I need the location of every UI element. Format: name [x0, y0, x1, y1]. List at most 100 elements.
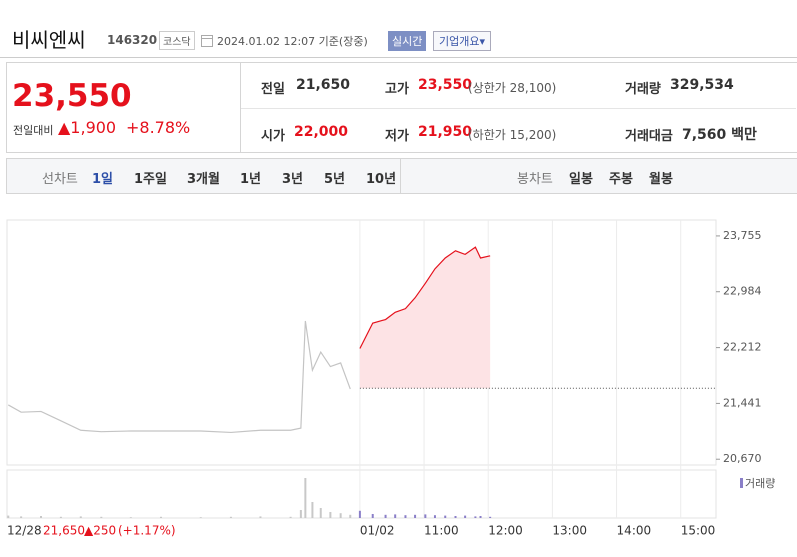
volume-bar	[59, 516, 62, 518]
volume-bar	[474, 516, 477, 518]
price-area	[359, 247, 491, 389]
stat-value: 7,560 백만	[682, 127, 757, 143]
stat-label: 시가	[261, 129, 285, 144]
stat-value: 21,650	[296, 77, 351, 93]
volume-bar	[199, 517, 202, 518]
volume-bar	[358, 510, 361, 518]
volume-bar	[319, 508, 322, 518]
x-tick-label: 01/02	[360, 524, 395, 538]
prev-price: 21,650	[43, 524, 85, 538]
stat-label: 거래대금	[625, 129, 673, 144]
stat-value: 23,550	[418, 77, 473, 93]
volume-bar	[7, 515, 10, 518]
volume-bar	[444, 515, 447, 518]
stock-code: 146320	[107, 33, 158, 47]
tab[interactable]: 3년	[282, 172, 304, 187]
stat-label: 전일	[261, 82, 285, 97]
price-line	[359, 246, 491, 349]
tab[interactable]: 주봉	[609, 172, 633, 187]
tab[interactable]: 일봉	[569, 172, 593, 187]
x-tick-label: 12:00	[488, 524, 523, 538]
change: ▲1,900	[58, 118, 117, 137]
volume-bar	[129, 517, 132, 518]
volume-bar	[259, 516, 262, 518]
stat-value: 21,950	[418, 124, 473, 140]
quote-box	[6, 62, 797, 153]
volume-bar	[464, 515, 467, 518]
volume-bar	[20, 516, 23, 518]
volume-bar	[454, 516, 457, 518]
stock-name: 비씨엔씨	[12, 28, 86, 52]
y-tick-label: 22,212	[723, 341, 762, 354]
volume-bar	[394, 514, 397, 518]
volume-bar	[40, 516, 43, 518]
volume-bar	[489, 516, 492, 518]
tab[interactable]: 5년	[324, 172, 346, 187]
stat-note: (상한가 28,100)	[468, 81, 557, 95]
divider	[0, 57, 797, 58]
volume-bar	[433, 515, 436, 518]
legend-label: 거래량	[745, 477, 775, 490]
x-tick-label: 13:00	[552, 524, 587, 538]
tab[interactable]: 1일	[92, 172, 114, 187]
change-pct: +8.78%	[126, 118, 191, 137]
company-button[interactable]: 기업개요▾	[433, 31, 492, 51]
x-tick-label: 15:00	[681, 524, 716, 538]
volume-bar	[424, 514, 427, 518]
stat-value: 329,534	[670, 77, 734, 93]
divider	[400, 159, 401, 193]
price-line	[7, 320, 351, 434]
stat-label: 저가	[385, 129, 409, 144]
tab: 선차트	[42, 172, 78, 187]
x-tick-label: 14:00	[617, 524, 652, 538]
tab-bar	[6, 158, 797, 194]
change-label: 전일대비	[13, 124, 54, 137]
stat-value: 22,000	[294, 124, 349, 140]
timestamp: 2024.01.02 12:07 기준(장중)	[217, 35, 368, 48]
volume-bar	[479, 516, 482, 518]
tab: 봉차트	[517, 172, 553, 187]
stat-note: (하한가 15,200)	[468, 128, 557, 142]
market-badge: 코스닥	[159, 31, 195, 50]
plot-frame	[6, 219, 717, 466]
prev-pct: (+1.17%)	[118, 524, 176, 538]
stat-label: 거래량	[625, 82, 661, 97]
volume-bar	[311, 502, 314, 518]
volume-bar	[414, 514, 417, 518]
volume-bar	[289, 516, 292, 518]
volume-bar	[304, 478, 307, 518]
tab[interactable]: 월봉	[649, 172, 673, 187]
volume-frame	[6, 469, 717, 519]
volume-bar	[100, 516, 103, 518]
tab[interactable]: 3개월	[187, 172, 220, 187]
prev-change: ▲250	[84, 524, 116, 538]
volume-bar	[229, 516, 232, 518]
volume-bar	[159, 516, 162, 518]
volume-bar	[339, 513, 342, 518]
tab[interactable]: 1년	[240, 172, 262, 187]
calendar-icon	[201, 35, 213, 47]
volume-bar	[299, 510, 302, 518]
divider	[240, 63, 241, 152]
volume-bar	[404, 515, 407, 518]
legend-swatch	[740, 478, 743, 488]
volume-bar	[349, 514, 352, 518]
tab[interactable]: 1주일	[134, 172, 167, 187]
volume-bar	[79, 516, 82, 518]
y-tick-label: 21,441	[723, 396, 762, 409]
volume-bar	[384, 514, 387, 518]
divider	[241, 108, 796, 109]
realtime-badge: 실시간	[388, 31, 427, 51]
current-price: 23,550	[12, 78, 132, 114]
y-tick-label: 23,755	[723, 229, 762, 242]
x-tick-label: 11:00	[424, 524, 459, 538]
tab[interactable]: 10년	[366, 172, 397, 187]
y-tick-label: 20,670	[723, 452, 762, 465]
stat-label: 고가	[385, 82, 409, 97]
prev-date: 12/28	[7, 524, 42, 538]
volume-bar	[371, 514, 374, 518]
y-tick-label: 22,984	[723, 285, 762, 298]
volume-bar	[329, 512, 332, 518]
